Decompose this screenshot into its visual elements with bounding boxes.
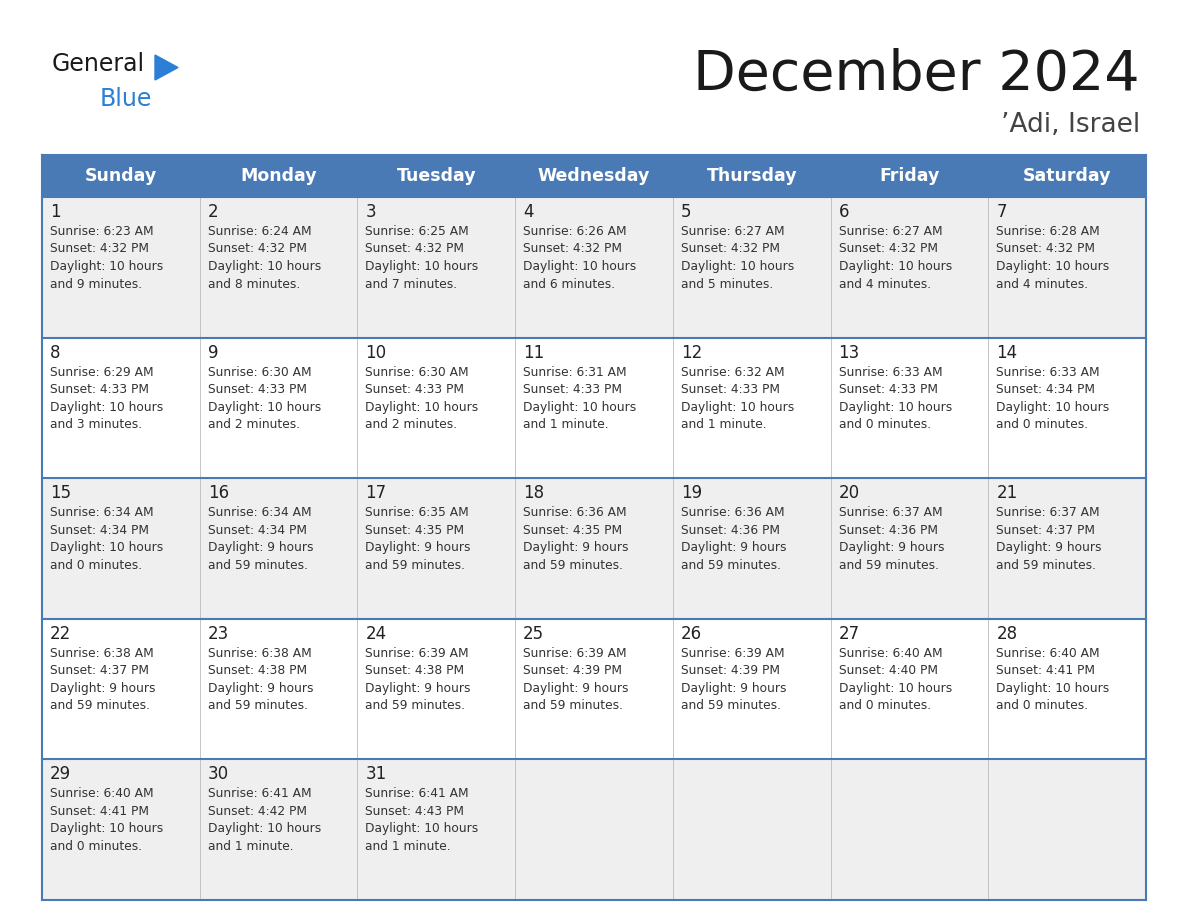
Text: General: General [52,52,145,76]
Text: Blue: Blue [100,87,152,111]
Text: Wednesday: Wednesday [538,167,650,185]
Text: 16: 16 [208,484,229,502]
Text: Sunrise: 6:35 AM
Sunset: 4:35 PM
Daylight: 9 hours
and 59 minutes.: Sunrise: 6:35 AM Sunset: 4:35 PM Dayligh… [366,506,470,572]
Text: Sunrise: 6:27 AM
Sunset: 4:32 PM
Daylight: 10 hours
and 5 minutes.: Sunrise: 6:27 AM Sunset: 4:32 PM Dayligh… [681,225,794,290]
Text: 8: 8 [50,343,61,362]
Bar [42,155,1146,197]
Bar [42,759,1146,900]
Text: Sunrise: 6:33 AM
Sunset: 4:33 PM
Daylight: 10 hours
and 0 minutes.: Sunrise: 6:33 AM Sunset: 4:33 PM Dayligh… [839,365,952,431]
Bar [42,338,1146,478]
Text: 25: 25 [523,625,544,643]
Text: 9: 9 [208,343,219,362]
Text: 20: 20 [839,484,860,502]
Text: Sunrise: 6:37 AM
Sunset: 4:36 PM
Daylight: 9 hours
and 59 minutes.: Sunrise: 6:37 AM Sunset: 4:36 PM Dayligh… [839,506,944,572]
Text: Sunday: Sunday [84,167,157,185]
Text: Sunrise: 6:40 AM
Sunset: 4:41 PM
Daylight: 10 hours
and 0 minutes.: Sunrise: 6:40 AM Sunset: 4:41 PM Dayligh… [50,788,163,853]
Text: Sunrise: 6:39 AM
Sunset: 4:39 PM
Daylight: 9 hours
and 59 minutes.: Sunrise: 6:39 AM Sunset: 4:39 PM Dayligh… [681,647,786,712]
Text: 23: 23 [208,625,229,643]
Text: 4: 4 [523,203,533,221]
Text: Sunrise: 6:27 AM
Sunset: 4:32 PM
Daylight: 10 hours
and 4 minutes.: Sunrise: 6:27 AM Sunset: 4:32 PM Dayligh… [839,225,952,290]
Text: 31: 31 [366,766,386,783]
Text: 21: 21 [997,484,1018,502]
Text: Sunrise: 6:23 AM
Sunset: 4:32 PM
Daylight: 10 hours
and 9 minutes.: Sunrise: 6:23 AM Sunset: 4:32 PM Dayligh… [50,225,163,290]
Text: 12: 12 [681,343,702,362]
Text: Sunrise: 6:37 AM
Sunset: 4:37 PM
Daylight: 9 hours
and 59 minutes.: Sunrise: 6:37 AM Sunset: 4:37 PM Dayligh… [997,506,1101,572]
Text: 18: 18 [523,484,544,502]
Text: Sunrise: 6:31 AM
Sunset: 4:33 PM
Daylight: 10 hours
and 1 minute.: Sunrise: 6:31 AM Sunset: 4:33 PM Dayligh… [523,365,637,431]
Text: Sunrise: 6:28 AM
Sunset: 4:32 PM
Daylight: 10 hours
and 4 minutes.: Sunrise: 6:28 AM Sunset: 4:32 PM Dayligh… [997,225,1110,290]
Text: Sunrise: 6:36 AM
Sunset: 4:35 PM
Daylight: 9 hours
and 59 minutes.: Sunrise: 6:36 AM Sunset: 4:35 PM Dayligh… [523,506,628,572]
Text: 14: 14 [997,343,1017,362]
Text: 7: 7 [997,203,1006,221]
Text: 17: 17 [366,484,386,502]
Text: Sunrise: 6:40 AM
Sunset: 4:40 PM
Daylight: 10 hours
and 0 minutes.: Sunrise: 6:40 AM Sunset: 4:40 PM Dayligh… [839,647,952,712]
Text: Sunrise: 6:34 AM
Sunset: 4:34 PM
Daylight: 10 hours
and 0 minutes.: Sunrise: 6:34 AM Sunset: 4:34 PM Dayligh… [50,506,163,572]
Text: 29: 29 [50,766,71,783]
Text: Thursday: Thursday [707,167,797,185]
Text: 30: 30 [208,766,229,783]
Text: 26: 26 [681,625,702,643]
Text: 6: 6 [839,203,849,221]
Text: 15: 15 [50,484,71,502]
Text: 22: 22 [50,625,71,643]
Text: 11: 11 [523,343,544,362]
Text: Sunrise: 6:41 AM
Sunset: 4:43 PM
Daylight: 10 hours
and 1 minute.: Sunrise: 6:41 AM Sunset: 4:43 PM Dayligh… [366,788,479,853]
Text: Friday: Friday [879,167,940,185]
Text: ’Adi, Israel: ’Adi, Israel [1000,112,1140,138]
Text: Sunrise: 6:30 AM
Sunset: 4:33 PM
Daylight: 10 hours
and 2 minutes.: Sunrise: 6:30 AM Sunset: 4:33 PM Dayligh… [208,365,321,431]
Text: 5: 5 [681,203,691,221]
Text: 24: 24 [366,625,386,643]
Text: Sunrise: 6:36 AM
Sunset: 4:36 PM
Daylight: 9 hours
and 59 minutes.: Sunrise: 6:36 AM Sunset: 4:36 PM Dayligh… [681,506,786,572]
Text: Sunrise: 6:25 AM
Sunset: 4:32 PM
Daylight: 10 hours
and 7 minutes.: Sunrise: 6:25 AM Sunset: 4:32 PM Dayligh… [366,225,479,290]
Text: Sunrise: 6:38 AM
Sunset: 4:38 PM
Daylight: 9 hours
and 59 minutes.: Sunrise: 6:38 AM Sunset: 4:38 PM Dayligh… [208,647,314,712]
Bar [42,619,1146,759]
Text: 3: 3 [366,203,377,221]
Text: 27: 27 [839,625,860,643]
Text: Saturday: Saturday [1023,167,1112,185]
Text: 28: 28 [997,625,1017,643]
Text: Sunrise: 6:32 AM
Sunset: 4:33 PM
Daylight: 10 hours
and 1 minute.: Sunrise: 6:32 AM Sunset: 4:33 PM Dayligh… [681,365,794,431]
Text: Sunrise: 6:41 AM
Sunset: 4:42 PM
Daylight: 10 hours
and 1 minute.: Sunrise: 6:41 AM Sunset: 4:42 PM Dayligh… [208,788,321,853]
Polygon shape [154,55,178,80]
Text: 13: 13 [839,343,860,362]
Text: Sunrise: 6:40 AM
Sunset: 4:41 PM
Daylight: 10 hours
and 0 minutes.: Sunrise: 6:40 AM Sunset: 4:41 PM Dayligh… [997,647,1110,712]
Text: 10: 10 [366,343,386,362]
Text: Sunrise: 6:33 AM
Sunset: 4:34 PM
Daylight: 10 hours
and 0 minutes.: Sunrise: 6:33 AM Sunset: 4:34 PM Dayligh… [997,365,1110,431]
Text: Sunrise: 6:34 AM
Sunset: 4:34 PM
Daylight: 9 hours
and 59 minutes.: Sunrise: 6:34 AM Sunset: 4:34 PM Dayligh… [208,506,314,572]
Text: Tuesday: Tuesday [397,167,476,185]
Text: Sunrise: 6:29 AM
Sunset: 4:33 PM
Daylight: 10 hours
and 3 minutes.: Sunrise: 6:29 AM Sunset: 4:33 PM Dayligh… [50,365,163,431]
Bar [42,197,1146,338]
Text: Sunrise: 6:24 AM
Sunset: 4:32 PM
Daylight: 10 hours
and 8 minutes.: Sunrise: 6:24 AM Sunset: 4:32 PM Dayligh… [208,225,321,290]
Text: Sunrise: 6:39 AM
Sunset: 4:38 PM
Daylight: 9 hours
and 59 minutes.: Sunrise: 6:39 AM Sunset: 4:38 PM Dayligh… [366,647,470,712]
Text: Sunrise: 6:39 AM
Sunset: 4:39 PM
Daylight: 9 hours
and 59 minutes.: Sunrise: 6:39 AM Sunset: 4:39 PM Dayligh… [523,647,628,712]
Bar [42,478,1146,619]
Text: 1: 1 [50,203,61,221]
Text: Sunrise: 6:26 AM
Sunset: 4:32 PM
Daylight: 10 hours
and 6 minutes.: Sunrise: 6:26 AM Sunset: 4:32 PM Dayligh… [523,225,637,290]
Text: December 2024: December 2024 [694,48,1140,102]
Text: Sunrise: 6:30 AM
Sunset: 4:33 PM
Daylight: 10 hours
and 2 minutes.: Sunrise: 6:30 AM Sunset: 4:33 PM Dayligh… [366,365,479,431]
Text: Sunrise: 6:38 AM
Sunset: 4:37 PM
Daylight: 9 hours
and 59 minutes.: Sunrise: 6:38 AM Sunset: 4:37 PM Dayligh… [50,647,156,712]
Text: Monday: Monday [240,167,317,185]
Text: 2: 2 [208,203,219,221]
Text: 19: 19 [681,484,702,502]
